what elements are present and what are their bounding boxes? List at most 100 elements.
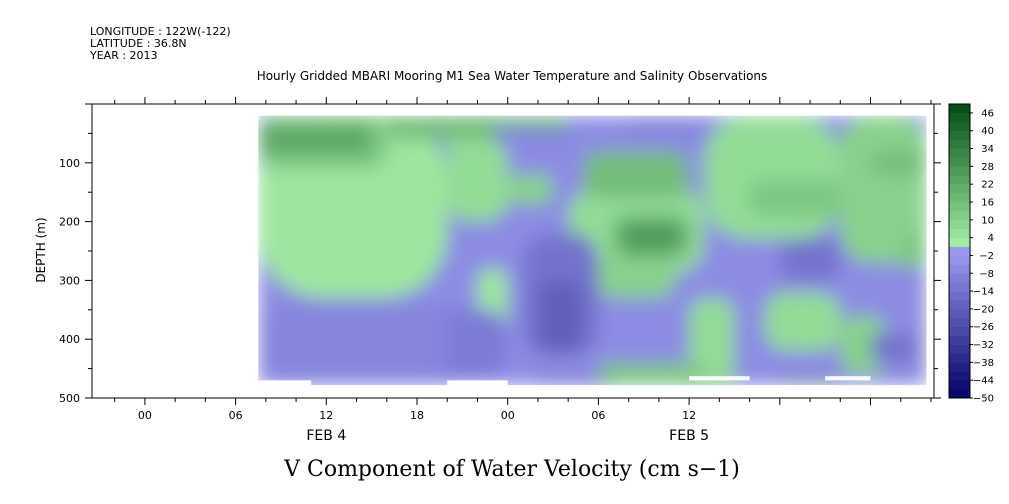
colorbar-swatch xyxy=(949,193,970,203)
colorbar-swatch xyxy=(949,344,970,354)
colorbar-tick-label: −44 xyxy=(973,376,994,387)
contour-region xyxy=(689,298,735,386)
x-tick-label: 18 xyxy=(410,409,424,422)
colorbar-swatch xyxy=(949,139,970,149)
colorbar-tick-label: 4 xyxy=(988,233,994,244)
colorbar-swatch xyxy=(949,130,970,140)
latitude-label: LATITUDE : 36.8N xyxy=(90,37,187,50)
x-tick-label: 00 xyxy=(138,409,152,422)
y-axis-label: DEPTH (m) xyxy=(34,217,48,282)
colorbar-swatch xyxy=(949,237,970,247)
contour-region xyxy=(870,151,927,175)
contour-region xyxy=(689,380,735,386)
contour-region xyxy=(258,124,372,154)
y-tick-label: 500 xyxy=(59,392,80,405)
contour-region xyxy=(779,380,841,386)
colorbar-tick-label: 46 xyxy=(981,108,994,119)
contour-region xyxy=(507,174,554,204)
x-axis: 00 06 12 18 00 06 12 xyxy=(114,97,932,422)
colorbar-tick-label: 10 xyxy=(981,215,994,226)
colorbar-swatch xyxy=(949,175,970,185)
x-tick-label: 06 xyxy=(229,409,243,422)
day-label-feb5: FEB 5 xyxy=(669,428,709,444)
y-tick-label: 300 xyxy=(59,274,80,287)
colorbar-tick-label: −14 xyxy=(973,287,994,298)
colorbar-swatch xyxy=(949,121,970,132)
colorbar-swatch xyxy=(949,210,970,221)
colorbar-swatch xyxy=(949,219,970,230)
colorbar-tick-label: −32 xyxy=(973,340,994,351)
colorbar-swatch xyxy=(949,104,970,114)
colorbar-swatch xyxy=(949,317,970,328)
x-axis-label: V Component of Water Velocity (cm s−1) xyxy=(283,457,740,482)
x-tick-label: 06 xyxy=(591,409,605,422)
colorbar-swatch xyxy=(949,353,970,363)
colorbar-tick-label: −20 xyxy=(973,304,994,315)
colorbar-swatch xyxy=(949,335,970,345)
colorbar-tick-label: −26 xyxy=(973,322,994,333)
colorbar-swatch xyxy=(949,273,970,283)
plot-area xyxy=(258,115,927,398)
contour-region xyxy=(537,280,584,351)
contour-region xyxy=(492,127,569,146)
x-tick-label: 12 xyxy=(319,409,333,422)
contour-region xyxy=(870,333,916,363)
contour-region xyxy=(628,115,705,140)
colorbar-swatch xyxy=(949,389,970,399)
year-label: YEAR : 2013 xyxy=(89,49,158,62)
colorbar-tick-label: 16 xyxy=(981,198,994,209)
colorbar-swatch xyxy=(949,228,970,238)
colorbar-swatch xyxy=(949,326,970,336)
chart-title: Hourly Gridded MBARI Mooring M1 Sea Wate… xyxy=(257,69,768,83)
y-tick-label: 400 xyxy=(59,333,80,346)
y-axis: 100 200 300 400 500 xyxy=(59,103,941,405)
contour-region xyxy=(583,151,690,199)
colorbar-swatch xyxy=(949,380,970,390)
missing-data-gap xyxy=(689,376,750,381)
contour-region xyxy=(537,380,614,386)
colorbar-frame xyxy=(948,103,971,399)
missing-data-gap xyxy=(258,385,926,398)
contour-region xyxy=(704,115,841,240)
colorbar-swatch xyxy=(949,202,970,212)
colorbar-swatch xyxy=(949,246,970,256)
longitude-label: LONGITUDE : 122W(-122) xyxy=(90,25,231,38)
missing-data-gap xyxy=(825,376,871,381)
colorbar-tick-label: 22 xyxy=(981,180,994,191)
contour-region xyxy=(598,362,705,386)
y-tick-label: 100 xyxy=(59,157,80,170)
colorbar-tick-label: −2 xyxy=(979,251,994,262)
colorbar-tick-label: 28 xyxy=(981,162,994,173)
contour-region xyxy=(764,292,841,351)
missing-data-gap xyxy=(258,380,312,386)
colorbar-swatch xyxy=(949,157,970,167)
y-tick-label: 200 xyxy=(59,216,80,229)
contour-region xyxy=(598,256,674,299)
colorbar-swatch xyxy=(949,291,970,301)
colorbar-swatch xyxy=(949,308,970,319)
x-tick-label: 00 xyxy=(501,409,515,422)
contour-region xyxy=(447,115,508,222)
colorbar: 46 40 34 28 22 16 10 4 −2 −8 −14 −20 −26 −32 −38 −44 −50 xyxy=(948,103,994,405)
colorbar-swatch xyxy=(949,255,970,265)
x-tick-label: 12 xyxy=(682,409,696,422)
colorbar-tick-label: 40 xyxy=(981,126,994,137)
colorbar-swatch xyxy=(949,264,970,274)
colorbar-tick-label: 34 xyxy=(981,144,994,155)
colorbar-tick-label: −8 xyxy=(979,269,994,280)
missing-data-gap xyxy=(447,380,508,386)
colorbar-swatch xyxy=(949,300,970,310)
contour-region xyxy=(628,230,674,246)
colorbar-tick-label: −50 xyxy=(973,394,994,405)
colorbar-swatch xyxy=(949,371,970,381)
colorbar-swatch xyxy=(949,148,970,158)
colorbar-swatch xyxy=(949,282,970,292)
day-label-feb4: FEB 4 xyxy=(306,428,346,444)
colorbar-swatch xyxy=(949,166,970,176)
colorbar-tick-label: −38 xyxy=(973,358,994,369)
colorbar-swatch xyxy=(949,184,970,194)
contour-region xyxy=(258,303,448,381)
colorbar-swatch xyxy=(949,112,970,123)
contour-region xyxy=(900,233,927,269)
